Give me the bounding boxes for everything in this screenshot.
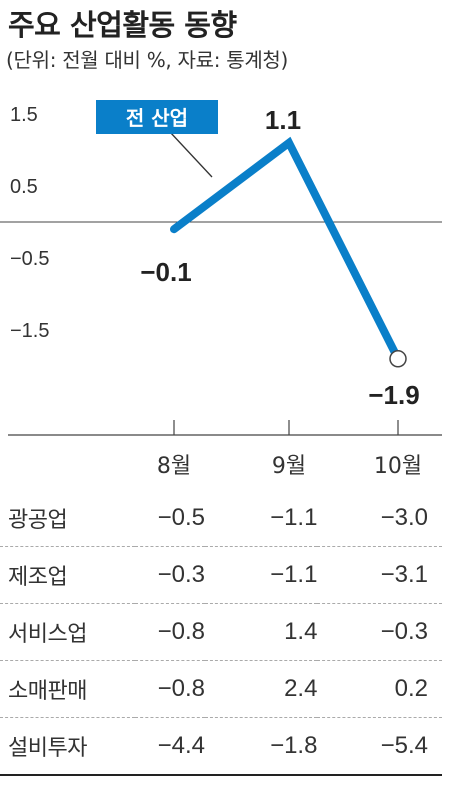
table-cell: −0.3 — [157, 561, 205, 588]
table-cell: −4.4 — [157, 732, 205, 759]
industry-table: 광공업 −0.5 −1.1 −3.0 제조업 −0.3 −1.1 −3.1 서비스업 −0.8 1.… — [0, 490, 442, 776]
y-tick-label: −0.5 — [10, 248, 49, 270]
table-cell: −1.1 — [270, 561, 318, 588]
series-label-box — [96, 100, 218, 134]
row-label: 광공업 — [8, 508, 68, 533]
table-cell: −3.1 — [380, 561, 428, 588]
table-cell: −0.5 — [157, 504, 205, 531]
table-row: 제조업 −0.3 −1.1 −3.1 — [0, 547, 442, 604]
table-cell: −0.8 — [157, 675, 205, 702]
series-leader-line — [169, 131, 213, 178]
data-label: 1.1 — [265, 105, 301, 135]
table-row: 설비투자 −4.4 −1.8 −5.4 — [0, 718, 442, 775]
table-cell: −3.0 — [380, 504, 428, 531]
y-tick-label: 1.5 — [10, 104, 38, 126]
series-line — [170, 136, 402, 363]
page-title: 주요 산업활동 동향 — [8, 8, 237, 42]
table-row: 서비스업 −0.8 1.4 −0.3 — [0, 604, 442, 661]
data-label: −1.9 — [368, 380, 419, 410]
table-cell: 2.4 — [284, 675, 318, 702]
series-label: 전 산업 — [126, 106, 188, 130]
row-label: 서비스업 — [8, 622, 87, 647]
table-cell: −5.4 — [380, 732, 428, 759]
table-cell: −0.3 — [380, 618, 428, 645]
y-tick-label: −1.5 — [10, 320, 49, 342]
x-tick-label: 8월 — [157, 454, 191, 479]
row-label: 설비투자 — [8, 736, 87, 761]
table-cell: −1.8 — [270, 732, 318, 759]
row-label: 소매판매 — [8, 679, 87, 704]
data-label: −0.1 — [140, 257, 191, 287]
table-cell: −1.1 — [270, 504, 318, 531]
row-label: 제조업 — [8, 565, 68, 590]
table-cell: −0.8 — [157, 618, 205, 645]
end-point-marker — [389, 350, 407, 368]
table-cell: 0.2 — [394, 675, 428, 702]
table-row: 광공업 −0.5 −1.1 −3.0 — [0, 490, 442, 547]
line-chart: 1.5 0.5 −0.5 −1.5 8월 9월 10월 −0.1 1.1 −1.9 전 산업 — [0, 100, 442, 479]
table-cell: 1.4 — [284, 618, 318, 645]
table-row: 소매판매 −0.8 2.4 0.2 — [0, 661, 442, 718]
x-tick-label: 9월 — [272, 454, 306, 479]
x-tick-label: 10월 — [374, 454, 422, 479]
y-tick-label: 0.5 — [10, 176, 38, 198]
chart-subtitle: (단위: 전월 대비 %, 자료: 통계청) — [6, 48, 289, 72]
